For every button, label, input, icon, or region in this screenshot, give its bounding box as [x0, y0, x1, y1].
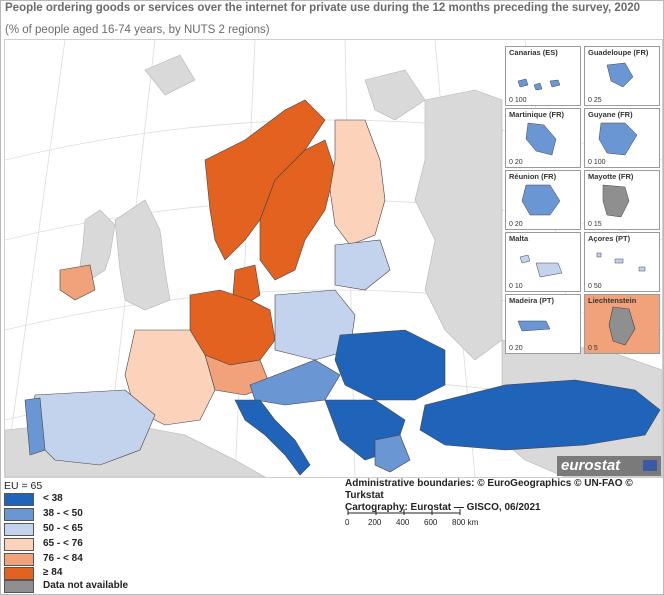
region-italy: [234, 399, 311, 476]
inset-shape: [606, 62, 634, 88]
inset-scale: 0 20: [509, 345, 523, 352]
map-panel: Canarias (ES) 0 100 Guadeloupe (FR) 0 25…: [4, 39, 663, 478]
inset-acores: Açores (PT) 0 50: [584, 232, 660, 292]
region-portugal: [24, 397, 46, 456]
inset-canarias: Canarias (ES) 0 100: [505, 46, 581, 106]
inset-martinique: Martinique (FR) 0 20: [505, 108, 581, 168]
eu-flag-icon: [643, 460, 657, 471]
inset-scale: 0 100: [509, 97, 527, 104]
inset-guyane: Guyane (FR) 0 100: [584, 108, 660, 168]
credits: Administrative boundaries: © EuroGeograp…: [345, 478, 663, 514]
region-turkey: [419, 379, 661, 451]
region-ireland: [59, 264, 96, 301]
region-denmark: [232, 264, 261, 306]
inset-guadeloupe: Guadeloupe (FR) 0 25: [584, 46, 660, 106]
inset-scale: 0 10: [509, 283, 523, 290]
inset-scale: 0 5: [588, 345, 598, 352]
region-baltics: [334, 239, 391, 291]
legend-label: 38 - < 50: [43, 508, 83, 519]
inset-title: Malta: [509, 234, 529, 243]
inset-malta: Malta 0 10: [505, 232, 581, 292]
region-romania: [334, 329, 446, 401]
scale-tick-label: 200: [368, 518, 382, 527]
legend-swatch: [4, 538, 34, 551]
legend-swatch: [4, 493, 34, 506]
legend-label: Data not available: [43, 580, 129, 591]
region-sweden: [259, 139, 336, 281]
eurostat-logo: eurostat: [557, 456, 661, 476]
inset-title: Guyane (FR): [588, 110, 633, 119]
legend-label: 50 - < 65: [43, 523, 83, 534]
credits-line-1: Administrative boundaries: © EuroGeograp…: [345, 478, 633, 501]
scale-tick-label: 0: [345, 518, 350, 527]
inset-title: Martinique (FR): [509, 110, 564, 119]
inset-scale: 0 15: [588, 221, 602, 228]
scale-tick-label: 600: [424, 518, 438, 527]
inset-shape: [521, 184, 561, 216]
map-subtitle: (% of people aged 16-74 years, by NUTS 2…: [5, 24, 270, 36]
legend-label: 65 - < 76: [43, 538, 83, 549]
scale-tick-label: 800 km: [452, 518, 479, 527]
inset-scale: 0 20: [509, 159, 523, 166]
inset-reunion: Réunion (FR) 0 20: [505, 170, 581, 230]
inset-shape: [602, 184, 630, 218]
inset-scale: 0 100: [588, 159, 606, 166]
map-title: People ordering goods or services over t…: [5, 2, 641, 14]
legend-swatch: [4, 553, 34, 566]
inset-liechtenstein: Liechtenstein 0 5: [584, 294, 660, 354]
legend-label: 76 - < 84: [43, 553, 83, 564]
inset-scale: 0 20: [509, 221, 523, 228]
region-france: [124, 329, 216, 426]
legend-swatch: [4, 580, 34, 593]
region-greece: [374, 434, 411, 473]
credits-line-2: Cartography: Eurostat — GISCO, 06/2021: [345, 502, 541, 513]
inset-shape: [525, 122, 557, 156]
legend-label: ≥ 84: [43, 567, 63, 578]
inset-scale: 0 50: [588, 283, 602, 290]
logo-text: eurostat: [561, 457, 621, 474]
inset-shape: [519, 254, 563, 278]
inset-mayotte: Mayotte (FR) 0 15: [584, 170, 660, 230]
scale-bar: 0 200 400 600 800 km: [345, 509, 479, 527]
inset-title: Canarias (ES): [509, 48, 558, 57]
region-uk: [114, 199, 171, 311]
legend-swatch: [4, 523, 34, 536]
eu-average: EU = 65: [4, 480, 43, 492]
inset-title: Açores (PT): [588, 234, 631, 243]
inset-shape: [517, 78, 561, 91]
inset-title: Mayotte (FR): [588, 172, 634, 181]
legend-label: < 38: [43, 493, 63, 504]
inset-shape: [517, 320, 551, 332]
inset-madeira: Madeira (PT) 0 20: [505, 294, 581, 354]
inset-shape: [608, 306, 636, 346]
inset-shape: [598, 122, 638, 156]
scale-tick-label: 400: [396, 518, 410, 527]
inset-title: Réunion (FR): [509, 172, 557, 181]
inset-scale: 0 25: [588, 97, 602, 104]
inset-title: Guadeloupe (FR): [588, 48, 649, 57]
legend-swatch: [4, 567, 34, 580]
inset-title: Madeira (PT): [509, 296, 555, 305]
region-finland: [329, 119, 386, 246]
inset-title: Liechtenstein: [588, 296, 637, 305]
inset-shape: [596, 252, 646, 272]
legend-swatch: [4, 508, 34, 521]
